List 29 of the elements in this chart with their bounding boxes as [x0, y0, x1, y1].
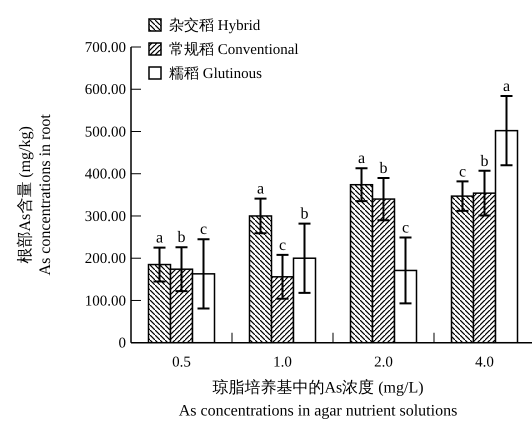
y-tick-label: 700.00 — [84, 40, 126, 56]
y-tick-label: 400.00 — [84, 166, 126, 183]
annotation: b — [300, 206, 308, 223]
annotation: c — [278, 236, 286, 254]
annotation: c — [458, 163, 466, 180]
x-tick-label: 0.5 — [172, 354, 191, 371]
annotation: c — [200, 221, 208, 238]
annotation: a — [156, 230, 164, 247]
annotation: b — [380, 160, 388, 177]
legend-label: 杂交稻 Hybrid — [169, 17, 261, 34]
annotation: b — [178, 229, 186, 246]
x-axis-title: 琼脂培养基中的As浓度 (mg/L) As concentrations in agar nutrient solutions — [178, 378, 458, 420]
y-tick-label: 300.00 — [84, 208, 126, 225]
legend-label: 常规稻 Conventional — [169, 41, 299, 58]
y-tick-label: 200.00 — [84, 251, 126, 268]
y-tick-label: 500.00 — [84, 124, 126, 140]
annotation: a — [256, 180, 264, 198]
y-tick-label: 0 — [118, 336, 126, 352]
x-tick-label: 2.0 — [374, 354, 393, 371]
x-tick-label: 4.0 — [475, 354, 494, 371]
x-tick-label: 1.0 — [273, 354, 292, 371]
annotation: b — [480, 152, 488, 170]
legend-label: 糯稻 Glutinous — [169, 66, 262, 82]
y-axis-title: 根部As含量 (mg/kg) As concentrations in root — [16, 114, 54, 276]
annotation: a — [502, 78, 510, 95]
y-tick-label: 600.00 — [84, 82, 126, 98]
annotation: c — [402, 220, 410, 237]
annotation: a — [358, 150, 366, 168]
y-tick-label: 100.00 — [84, 293, 126, 310]
